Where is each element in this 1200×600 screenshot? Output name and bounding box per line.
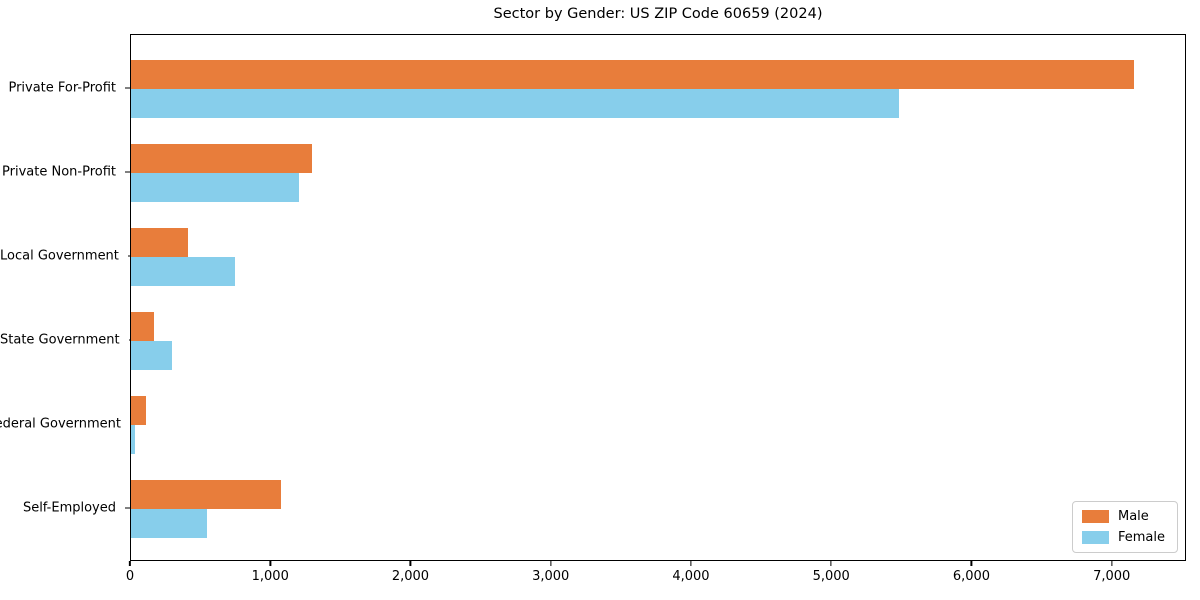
- xtick-1000: 1,000: [252, 561, 289, 584]
- xtick-5000: 5,000: [813, 561, 850, 584]
- ytick-label-private-for-profit: Private For-Profit: [8, 80, 116, 96]
- bar-group-local-government: [131, 228, 1185, 286]
- legend: Male Female: [1071, 501, 1178, 553]
- bar-group-private-non-profit: [131, 144, 1185, 202]
- xtick-label: 0: [125, 569, 135, 584]
- bar-group-self-employed: [131, 480, 1185, 538]
- legend-label-female: Female: [1117, 530, 1165, 545]
- ytick-federal-government: Federal Government: [0, 417, 130, 432]
- legend-label-male: Male: [1117, 509, 1149, 524]
- legend-swatch-female: [1081, 531, 1109, 544]
- bar-female-local-government: [131, 257, 236, 286]
- xtick-6000: 6,000: [953, 561, 990, 584]
- ytick-mark: [127, 255, 130, 257]
- xtick-mark: [550, 561, 552, 566]
- bar-female-self-employed: [131, 509, 208, 538]
- bar-female-state-government: [131, 341, 173, 370]
- bar-male-federal-government: [131, 396, 147, 425]
- xtick-mark: [409, 561, 412, 566]
- x-axis: 0 1,000 2,000 3,000 4,000 5,000 6,000 7,000: [126, 561, 1186, 593]
- bar-male-private-non-profit: [131, 144, 312, 173]
- xtick-4000: 4,000: [672, 561, 710, 584]
- bar-male-self-employed: [131, 480, 282, 509]
- xtick-label: 7,000: [1093, 569, 1131, 584]
- xtick-label: 4,000: [672, 569, 710, 584]
- xtick-mark: [129, 561, 131, 566]
- bar-male-local-government: [131, 228, 188, 257]
- xtick-mark: [830, 561, 832, 566]
- bar-group-private-for-profit: [131, 60, 1185, 118]
- legend-item-male: Male: [1081, 509, 1165, 524]
- ytick-mark: [125, 171, 130, 173]
- ytick-mark: [125, 507, 130, 509]
- xtick-label: 2,000: [391, 569, 430, 584]
- bar-group-state-government: [131, 312, 1185, 370]
- legend-swatch-male: [1081, 510, 1109, 523]
- ytick-self-employed: Self-Employed: [0, 501, 130, 516]
- xtick-label: 1,000: [251, 569, 289, 584]
- ytick-private-for-profit: Private For-Profit: [0, 81, 130, 96]
- y-axis: Private For-Profit Private Non-Profit Loca…: [0, 34, 130, 561]
- xtick-label: 6,000: [952, 569, 991, 584]
- bar-female-federal-government: [131, 425, 136, 454]
- ytick-mark: [125, 87, 130, 89]
- xtick-label: 3,000: [532, 569, 570, 584]
- bars-layer: [131, 35, 1185, 560]
- bar-group-federal-government: [131, 396, 1185, 454]
- bar-male-private-for-profit: [131, 60, 1134, 89]
- chart-title: Sector by Gender: US ZIP Code 60659 (202…: [493, 6, 823, 22]
- plot-area: Male Female: [130, 34, 1186, 561]
- bar-female-private-non-profit: [131, 173, 299, 202]
- legend-item-female: Female: [1081, 530, 1165, 545]
- xtick-label: 5,000: [812, 569, 850, 584]
- xtick-0: 0: [126, 561, 134, 584]
- bar-male-state-government: [131, 312, 155, 341]
- ytick-label-federal-government: Federal Government: [0, 416, 121, 432]
- bar-female-private-for-profit: [131, 89, 900, 118]
- ytick-label-local-government: Local Government: [0, 248, 119, 264]
- ytick-label-private-non-profit: Private Non-Profit: [2, 164, 116, 180]
- ytick-state-government: State Government: [0, 333, 130, 348]
- ytick-private-non-profit: Private Non-Profit: [0, 165, 130, 180]
- xtick-3000: 3,000: [532, 561, 569, 584]
- xtick-mark: [970, 561, 973, 566]
- xtick-mark: [690, 561, 692, 566]
- xtick-2000: 2,000: [392, 561, 429, 584]
- xtick-7000: 7,000: [1093, 561, 1130, 584]
- xtick-mark: [1110, 561, 1113, 566]
- ytick-local-government: Local Government: [0, 249, 130, 264]
- xtick-mark: [269, 561, 271, 566]
- ytick-label-self-employed: Self-Employed: [22, 500, 116, 516]
- ytick-label-state-government: State Government: [0, 332, 120, 348]
- ytick-mark: [128, 339, 130, 341]
